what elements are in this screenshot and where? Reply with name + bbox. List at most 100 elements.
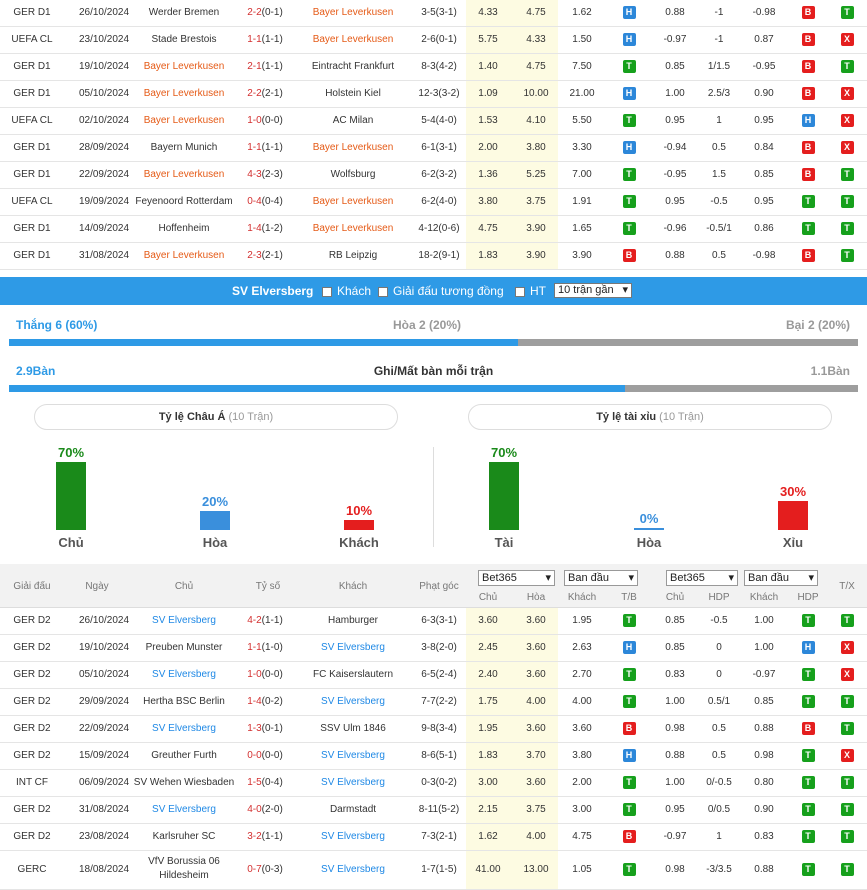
table-row[interactable]: GERC 18/08/2024 VfV Borussia 06 Hildesheim… (0, 851, 867, 890)
home-team-cell[interactable]: Werder Bremen (148, 7, 220, 18)
odds-type-select-1[interactable]: Ban đầu ▾ (564, 570, 638, 586)
home-team-cell[interactable]: Bayer Leverkusen (143, 61, 225, 72)
away-team-cell[interactable]: RB Leipzig (328, 250, 378, 261)
ht-checkbox[interactable] (515, 286, 525, 297)
home-team-cell[interactable]: SV Elversberg (152, 615, 216, 626)
away-team-cell[interactable]: Holstein Kiel (325, 88, 381, 99)
header-odds-away: Khách (567, 592, 597, 603)
hdp-line: 1 (716, 115, 722, 126)
home-team-cell[interactable]: SV Wehen Wiesbaden (133, 777, 235, 788)
hdp-result-cell: B (788, 135, 828, 162)
chevron-down-icon: ▾ (728, 572, 734, 584)
halftime-score: (0-4) (261, 196, 283, 207)
home-team-cell[interactable]: Hoffenheim (158, 223, 210, 234)
odds-type-select-2[interactable]: Ban đầu ▾ (744, 570, 818, 586)
odds-draw: 4.00 (526, 696, 546, 707)
hdp-badge: B (801, 167, 815, 181)
table-row[interactable]: UEFA CL 02/10/2024 Bayer Leverkusen 1-0(0-0… (0, 108, 867, 135)
home-team-cell[interactable]: SV Elversberg (152, 669, 216, 680)
home-team-cell[interactable]: Karlsruher SC (152, 831, 216, 842)
away-team-cell[interactable]: SV Elversberg (321, 642, 385, 653)
table-row[interactable]: GER D1 05/10/2024 Bayer Leverkusen 2-2(2-1)… (0, 81, 867, 108)
similar-league-checkbox[interactable] (378, 286, 388, 297)
bookmaker-select-1[interactable]: Bet365 ▾ (478, 570, 555, 586)
away-team-cell[interactable]: Bayer Leverkusen (312, 7, 394, 18)
away-team-cell[interactable]: SV Elversberg (321, 777, 385, 788)
hdp-badge: T (801, 613, 815, 627)
score: 2-3 (247, 250, 262, 261)
away-team-cell[interactable]: SSV Ulm 1846 (320, 723, 386, 734)
home-team-cell[interactable]: Bayer Leverkusen (143, 88, 225, 99)
table-row[interactable]: GER D1 22/09/2024 Bayer Leverkusen 4-3(2-3)… (0, 162, 867, 189)
away-team-cell[interactable]: FC Kaiserslautern (312, 669, 394, 680)
away-team-cell[interactable]: Darmstadt (329, 804, 377, 815)
table-row[interactable]: GER D2 26/10/2024 SV Elversberg 4-2(1-1) Ham… (0, 608, 867, 635)
ht-filter[interactable]: HT (515, 277, 546, 305)
home-team-cell[interactable]: Bayern Munich (150, 142, 218, 153)
table-row[interactable]: GER D2 29/09/2024 Hertha BSC Berlin 1-4(0-2… (0, 689, 867, 716)
away-team-cell[interactable]: SV Elversberg (321, 696, 385, 707)
table-row[interactable]: GER D2 31/08/2024 SV Elversberg 4-0(2-0) Dar… (0, 797, 867, 824)
table-row[interactable]: UEFA CL 23/10/2024 Stade Brestois 1-1(1-1) B… (0, 27, 867, 54)
away-team-cell[interactable]: Hamburger (327, 615, 379, 626)
table-row[interactable]: GER D2 05/10/2024 SV Elversberg 1-0(0-0) FC … (0, 662, 867, 689)
away-team-cell[interactable]: Wolfsburg (330, 169, 376, 180)
home-team-cell[interactable]: SV Elversberg (152, 723, 216, 734)
home-team-cell[interactable]: Hertha BSC Berlin (143, 696, 225, 707)
away-team-cell[interactable]: SV Elversberg (321, 831, 385, 842)
header-hdp-away: Khách (749, 592, 779, 603)
home-team-cell[interactable]: Stade Brestois (151, 34, 217, 45)
league-cell: GER D2 (13, 723, 51, 734)
home-team-cell[interactable]: Bayer Leverkusen (143, 115, 225, 126)
away-checkbox[interactable] (322, 286, 332, 297)
hdp-away: 0.88 (754, 723, 774, 734)
away-team-cell[interactable]: AC Milan (332, 115, 374, 126)
table-row[interactable]: GER D1 31/08/2024 Bayer Leverkusen 2-3(2-1)… (0, 243, 867, 270)
date-cell: 23/10/2024 (78, 34, 130, 45)
halftime-score: (1-1) (261, 615, 283, 626)
table-row[interactable]: GER D2 23/08/2024 Karlsruher SC 3-2(1-1) SV … (0, 824, 867, 851)
away-team-cell[interactable]: Bayer Leverkusen (312, 142, 394, 153)
table-row[interactable]: GER D1 26/10/2024 Werder Bremen 2-2(0-1) Bay… (0, 0, 867, 27)
hdp-line: 0.5 (712, 750, 726, 761)
ou-badge: T (840, 59, 854, 73)
over-under-tab[interactable]: Tỷ lệ tài xỉu (10 Trận) (468, 404, 832, 430)
table-row[interactable]: GER D2 15/09/2024 Greuther Furth 0-0(0-0) SV… (0, 743, 867, 770)
table-row[interactable]: INT CF 06/09/2024 SV Wehen Wiesbaden 1-5(0-… (0, 770, 867, 797)
table-row[interactable]: GER D2 22/09/2024 SV Elversberg 1-3(0-1) SSV… (0, 716, 867, 743)
bookmaker-select-2[interactable]: Bet365 ▾ (666, 570, 738, 586)
home-team-cell[interactable]: Bayer Leverkusen (143, 250, 225, 261)
away-team-cell[interactable]: SV Elversberg (321, 864, 385, 875)
table-row[interactable]: GER D1 19/10/2024 Bayer Leverkusen 2-1(1-1)… (0, 54, 867, 81)
date-cell: 06/09/2024 (78, 777, 130, 788)
odds-draw: 3.80 (526, 142, 546, 153)
home-team-cell[interactable]: Greuther Furth (151, 750, 217, 761)
chevron-down-icon: ▾ (545, 572, 551, 584)
similar-league-filter[interactable]: Giải đấu tương đồng (378, 277, 504, 305)
away-team-cell[interactable]: Bayer Leverkusen (312, 223, 394, 234)
odds-highlight (466, 243, 514, 269)
home-team-cell[interactable]: SV Elversberg (152, 804, 216, 815)
corner-cell: 7-7(2-2) (421, 696, 457, 707)
home-team-cell[interactable]: Feyenoord Rotterdam (135, 196, 233, 207)
date-cell: 31/08/2024 (78, 250, 130, 261)
away-team-cell[interactable]: Eintracht Frankfurt (311, 61, 395, 72)
away-filter[interactable]: Khách (322, 277, 371, 305)
table-row[interactable]: UEFA CL 19/09/2024 Feyenoord Rotterdam 0-4(… (0, 189, 867, 216)
hdp-result-cell: T (788, 662, 828, 689)
asian-handicap-tab[interactable]: Tỷ lệ Châu Á (10 Trận) (34, 404, 398, 430)
hdp-away: -0.95 (752, 61, 776, 72)
away-team-cell[interactable]: Bayer Leverkusen (312, 34, 394, 45)
home-team-cell[interactable]: Preuben Munster (145, 642, 223, 653)
score-cell: 2-2(2-1) (240, 81, 290, 108)
league-cell: GER D1 (13, 142, 51, 153)
home-team-cell[interactable]: VfV Borussia 06 Hildesheim (148, 856, 220, 881)
table-row[interactable]: GER D1 28/09/2024 Bayern Munich 1-1(1-1) Bay… (0, 135, 867, 162)
away-team-cell[interactable]: Bayer Leverkusen (312, 196, 394, 207)
hdp-result-cell: T (788, 189, 828, 216)
away-team-cell[interactable]: SV Elversberg (321, 750, 385, 761)
home-team-cell[interactable]: Bayer Leverkusen (143, 169, 225, 180)
table-row[interactable]: GER D1 14/09/2024 Hoffenheim 1-4(1-2) Bayer … (0, 216, 867, 243)
table-row[interactable]: GER D2 19/10/2024 Preuben Munster 1-1(1-0) S… (0, 635, 867, 662)
recent-matches-select[interactable]: 10 trận gần ▾ (554, 283, 632, 298)
